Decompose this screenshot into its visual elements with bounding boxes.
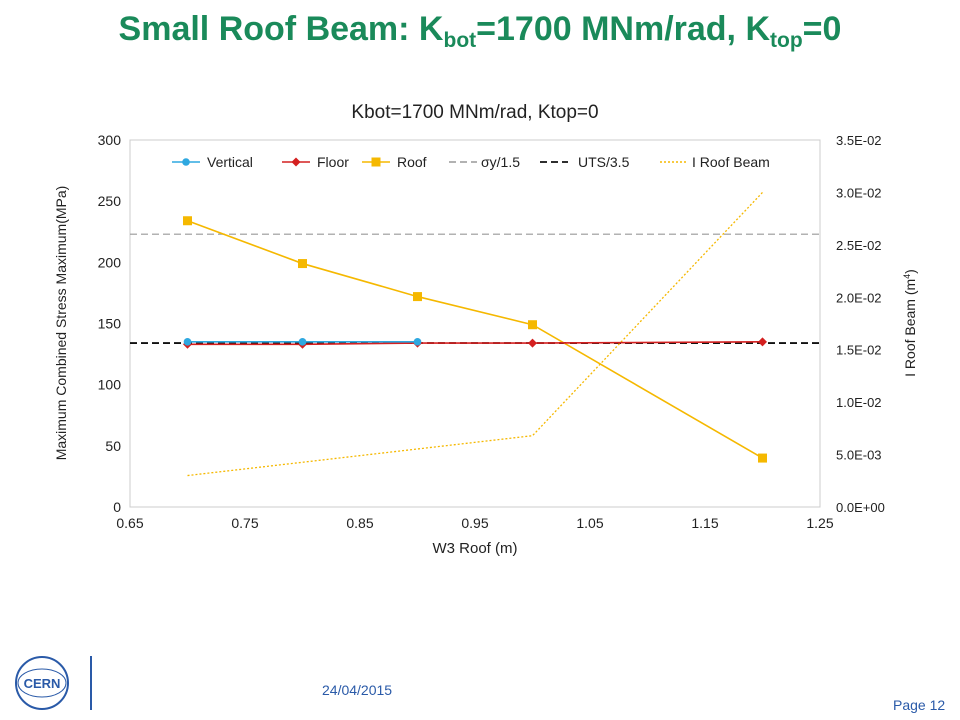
legend-label: Floor — [317, 154, 349, 170]
footer-date: 24/04/2015 — [322, 682, 393, 698]
series-vertical-point — [183, 338, 192, 346]
series-vertical-point — [298, 338, 307, 346]
series-floor — [183, 337, 767, 349]
legend-item-y-1-5: σy/1.5 — [449, 154, 520, 170]
y2-axis-ticks: 0.0E+00 5.0E-03 1.0E-02 1.5E-02 2.0E-02 2.5E-… — [836, 133, 885, 515]
y-axis-ticks: 0 50 100 150 200 250 300 — [98, 132, 122, 515]
x-tick-label: 0.65 — [116, 515, 143, 531]
y2-tick-label: 2.0E-02 — [836, 290, 882, 305]
legend-item-uts-3-5: UTS/3.5 — [540, 154, 630, 170]
series-roof-point — [298, 259, 307, 269]
y-tick-label: 300 — [98, 132, 122, 148]
y2-tick-label: 2.5E-02 — [836, 238, 882, 253]
series-roof-point — [758, 453, 767, 463]
y-tick-label: 250 — [98, 193, 122, 209]
series-roof-point — [183, 216, 192, 226]
slide-title: Small Roof Beam: Kbot=1700 MNm/rad, Ktop… — [118, 10, 842, 52]
series-floor-point — [528, 338, 537, 348]
y-tick-label: 100 — [98, 377, 122, 393]
y-tick-label: 0 — [113, 499, 121, 515]
x-tick-label: 0.75 — [231, 515, 258, 531]
chart-title: Kbot=1700 MNm/rad, Ktop=0 — [351, 102, 598, 123]
series-vertical — [183, 338, 422, 346]
legend-label: I Roof Beam — [692, 154, 770, 170]
legend-item-i-roof-beam: I Roof Beam — [660, 154, 770, 170]
y-tick-label: 150 — [98, 316, 122, 332]
x-tick-label: 1.05 — [576, 515, 603, 531]
legend-label: UTS/3.5 — [578, 154, 630, 170]
series-layer — [130, 191, 820, 477]
series-roof — [183, 216, 767, 463]
x-tick-label: 1.25 — [806, 515, 833, 531]
legend-label: σy/1.5 — [481, 154, 520, 170]
series-vertical-point — [413, 338, 422, 346]
page-number: Page 12 — [893, 697, 946, 713]
series-floor-point — [758, 337, 767, 347]
y2-tick-label: 3.5E-02 — [836, 133, 882, 148]
y-tick-label: 200 — [98, 254, 122, 270]
x-axis-label: W3 Roof (m) — [432, 540, 517, 557]
legend-label: Vertical — [207, 154, 253, 170]
y2-tick-label: 1.0E-02 — [836, 395, 882, 410]
x-tick-label: 1.15 — [691, 515, 718, 531]
x-axis-ticks: 0.65 0.75 0.85 0.95 1.05 1.15 1.25 — [116, 515, 833, 531]
stress-chart: Kbot=1700 MNm/rad, Ktop=0 0 50 100 150 200 25… — [53, 102, 918, 557]
legend-marker — [371, 157, 381, 167]
footer-divider — [90, 656, 92, 710]
y2-tick-label: 5.0E-03 — [836, 448, 882, 463]
x-tick-label: 0.95 — [461, 515, 488, 531]
x-tick-label: 0.85 — [346, 515, 373, 531]
plot-area — [129, 139, 821, 508]
legend: Vertical Floor Roof σy/1.5 UTS/3.5 I Roof Bea… — [172, 154, 770, 170]
series-i-roof-beam-line — [187, 191, 763, 477]
svg-text:CERN: CERN — [24, 676, 61, 691]
legend-marker — [182, 158, 190, 166]
y-axis-label: Maximum Combined Stress Maximum(MPa) — [53, 186, 69, 461]
legend-marker — [291, 157, 301, 167]
series-i-roof-beam — [187, 191, 763, 477]
legend-item-floor: Floor — [282, 154, 349, 170]
series-roof-line — [187, 219, 763, 459]
legend-item-vertical: Vertical — [172, 154, 253, 170]
y-tick-label: 50 — [105, 438, 121, 454]
y2-tick-label: 3.0E-02 — [836, 185, 882, 200]
legend-item-roof: Roof — [362, 154, 427, 170]
y2-tick-label: 1.5E-02 — [836, 343, 882, 358]
y2-axis-label: I Roof Beam (m4) — [902, 269, 918, 377]
y2-tick-label: 0.0E+00 — [836, 500, 885, 515]
legend-label: Roof — [397, 154, 427, 170]
series-roof-point — [528, 320, 537, 330]
cern-logo: CERN — [15, 656, 69, 710]
series-roof-point — [413, 292, 422, 302]
